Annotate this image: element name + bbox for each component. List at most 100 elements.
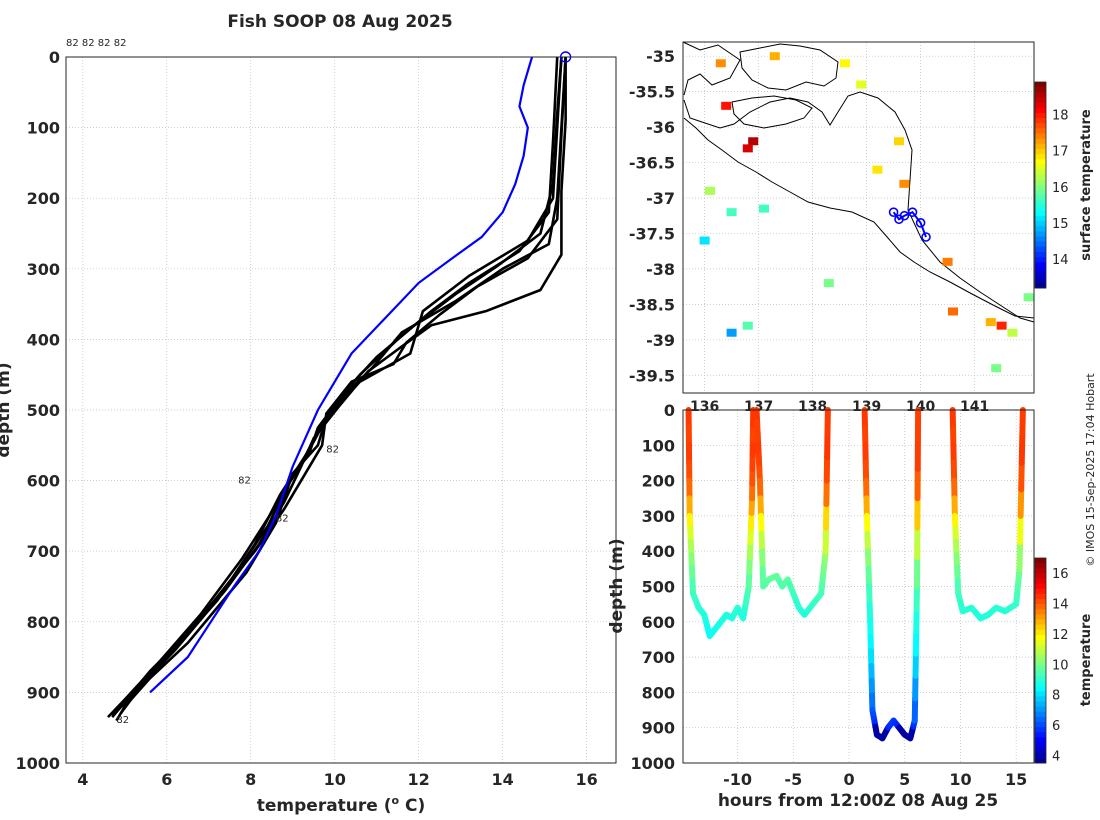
sst-colorbar-segment-12 <box>1035 143 1046 150</box>
profile-ytick-500: 500 <box>27 401 60 420</box>
profile-xlabel: temperature (o C) <box>257 794 426 816</box>
sst-patch-5 <box>721 101 732 110</box>
temperature-colorbar-segment-30 <box>1035 711 1046 718</box>
profile-xlabel-end: C) <box>399 796 425 816</box>
temperature-colorbar-segment-33 <box>1035 727 1046 733</box>
temperature-colorbar-segment-3 <box>1035 573 1046 579</box>
profile-xtick-8: 8 <box>245 770 256 789</box>
profile-ylabel: depth (m) <box>0 362 14 457</box>
temperature-colorbar-segment-29 <box>1035 706 1046 713</box>
sst-colorbar-segment-3 <box>1035 97 1046 104</box>
temperature-colorbar-segment-19 <box>1035 655 1046 661</box>
sst-patch-10 <box>872 165 883 174</box>
profile-ytick-400: 400 <box>27 330 60 349</box>
sst-colorbar-segment-4 <box>1035 102 1046 109</box>
sst-colorbar-segment-39 <box>1035 282 1046 289</box>
section-grid <box>683 409 1034 764</box>
sst-patch-6 <box>840 59 850 68</box>
map-coastline <box>682 41 1035 323</box>
ship-track-point-4 <box>907 207 918 217</box>
section-cast-4-segment <box>1018 459 1025 493</box>
sst-colorbar-segment-32 <box>1035 246 1046 253</box>
section-xtick-10: 10 <box>949 770 971 789</box>
section-xtick-0: 0 <box>843 770 854 789</box>
profile-xtick-16: 16 <box>575 770 597 789</box>
sst-colorbar-segment-37 <box>1035 272 1046 279</box>
sst-colorbar-tick-14: 14 <box>1052 253 1069 268</box>
ship-track-point-3 <box>899 210 910 221</box>
profile-ytick-200: 200 <box>27 189 60 208</box>
profile-xtick-4: 4 <box>77 770 88 789</box>
map-xtick-141: 141 <box>960 399 989 415</box>
temperature-colorbar-segment-39 <box>1035 757 1046 764</box>
coastline-island <box>731 95 813 129</box>
temperature-colorbar-segment-37 <box>1035 747 1046 754</box>
sst-patch-22 <box>1023 293 1034 302</box>
sst-colorbar-segment-10 <box>1035 133 1046 140</box>
map-ytick-8: -39 <box>646 331 675 350</box>
temperature-colorbar-frame <box>1034 557 1047 764</box>
section-xlabel: hours from 12:00Z 08 Aug 25 <box>718 791 998 811</box>
sst-colorbar-segment-31 <box>1035 241 1046 248</box>
temperature-colorbar-segment-28 <box>1035 701 1046 708</box>
temperature-colorbar-segment-35 <box>1035 737 1046 743</box>
section-ytick-700: 700 <box>642 648 675 667</box>
section-cast-4-segment <box>1019 407 1026 440</box>
temperature-colorbar-segment-31 <box>1035 716 1046 723</box>
sst-colorbar-segment-7 <box>1035 118 1046 124</box>
map-ytick-2: -36 <box>646 118 675 137</box>
profile-xlabel-sup: o <box>392 794 400 807</box>
temperature-colorbar-segment-15 <box>1035 634 1046 641</box>
sst-patch-15 <box>726 328 737 337</box>
sst-colorbar-segment-33 <box>1035 251 1046 258</box>
section-ytick-200: 200 <box>642 472 675 491</box>
temperature-colorbar-segment-5 <box>1035 583 1046 590</box>
profile-xtick-12: 12 <box>408 770 430 789</box>
sst-patch-1 <box>748 137 759 146</box>
sst-patch-24 <box>996 321 1007 330</box>
section-ticks: -10 -5 0 5 10 15 0 100 200 300 400 500 600 700 800 900 1… <box>630 401 1027 789</box>
sst-colorbar-label: surface temperature <box>1079 109 1094 261</box>
sst-patch-8 <box>894 137 904 146</box>
section-ytick-900: 900 <box>642 719 675 738</box>
sst-colorbar-segment-27 <box>1035 221 1046 227</box>
section-ytick-800: 800 <box>642 683 675 702</box>
sst-colorbar-segment-5 <box>1035 107 1046 114</box>
temperature-colorbar-label: temperature <box>1079 614 1094 707</box>
sst-patch-19 <box>991 364 1002 373</box>
profile-ytick-700: 700 <box>27 542 60 561</box>
sst-patch-2 <box>742 144 753 153</box>
sst-colorbar-segment-14 <box>1035 154 1046 160</box>
temperature-colorbar-segment-16 <box>1035 640 1046 646</box>
sst-patch-4 <box>769 52 780 61</box>
map-grid <box>683 42 1034 393</box>
temperature-colorbar-segment-21 <box>1035 665 1046 672</box>
temperature-colorbar-segment-11 <box>1035 614 1046 620</box>
temperature-colorbar-segment-27 <box>1035 696 1046 702</box>
sst-patch-14 <box>759 204 769 213</box>
temperature-colorbar-tick-10: 10 <box>1052 658 1069 673</box>
sst-patches <box>699 52 1034 373</box>
profile-line-1 <box>115 56 563 722</box>
ship-track-point-1 <box>888 207 899 217</box>
temperature-colorbar-segment-26 <box>1035 691 1046 697</box>
sst-colorbar-segment-16 <box>1035 164 1046 171</box>
temperature-colorbar-segment-13 <box>1035 624 1046 631</box>
section-xtick-15: 15 <box>1005 770 1027 789</box>
sst-colorbar-segment-20 <box>1035 185 1046 191</box>
sst-patch-20 <box>1007 328 1018 337</box>
map-ytick-6: -38 <box>646 260 675 279</box>
sst-colorbar-segment-9 <box>1035 128 1046 134</box>
profile-annotation-1: 82 <box>276 514 289 525</box>
temperature-colorbar-segment-20 <box>1035 660 1046 667</box>
profile-line-2 <box>111 56 567 718</box>
temperature-colorbar-segment-2 <box>1035 568 1046 574</box>
map-ytick-9: -39.5 <box>629 366 675 385</box>
map-ticks: 136 137 138 139 140 141-35-35.5-36-36.5-37-37… <box>629 47 989 415</box>
temperature-colorbar-segment-10 <box>1035 609 1046 615</box>
sst-colorbar-tick-15: 15 <box>1052 217 1069 232</box>
section-ytick-100: 100 <box>642 436 675 455</box>
ship-track-point-5 <box>915 218 926 228</box>
temperature-colorbar-tick-6: 6 <box>1052 719 1060 734</box>
sst-patch-7 <box>856 80 867 89</box>
